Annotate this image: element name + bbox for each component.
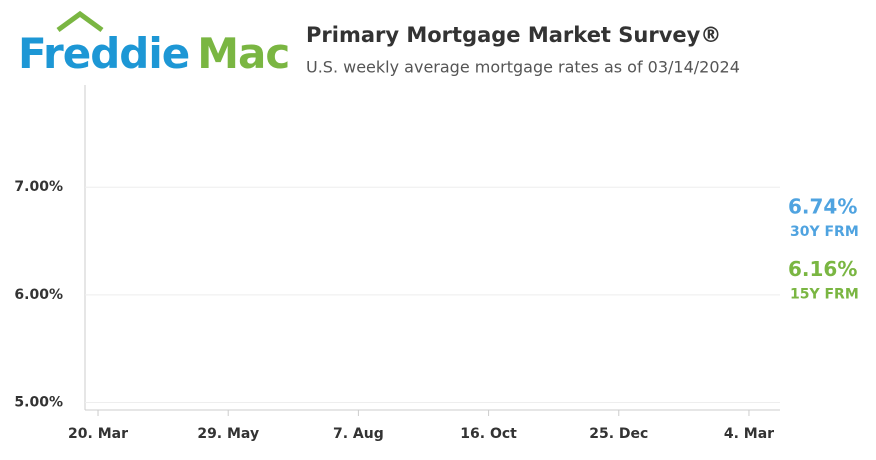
chart-subtitle: U.S. weekly average mortgage rates as of… — [306, 58, 740, 77]
logo-part: Mac — [197, 29, 289, 78]
logo-roof — [56, 10, 104, 33]
x-tick-label: 25. Dec — [589, 426, 648, 442]
x-tick-label: 29. May — [197, 426, 259, 442]
x-tick-label: 16. Oct — [460, 426, 517, 442]
value-label: 6.74% — [788, 195, 857, 219]
y-tick-label: 6.00% — [14, 287, 63, 303]
x-tick-label: 7. Aug — [333, 426, 384, 442]
value-label: 6.16% — [788, 257, 857, 281]
logo: Freddie Mac — [18, 10, 290, 78]
series-label: 30Y FRM — [790, 224, 859, 240]
x-tick-label: 20. Mar — [68, 426, 128, 442]
x-tick-label: 4. Mar — [724, 426, 774, 442]
logo-text: Freddie Mac — [18, 29, 289, 78]
y-tick-label: 7.00% — [14, 179, 63, 195]
chart-title: Primary Mortgage Market Survey® — [306, 23, 721, 47]
logo-part: Freddie — [18, 29, 189, 78]
y-tick-label: 5.00% — [14, 394, 63, 410]
series-label: 15Y FRM — [790, 287, 859, 303]
